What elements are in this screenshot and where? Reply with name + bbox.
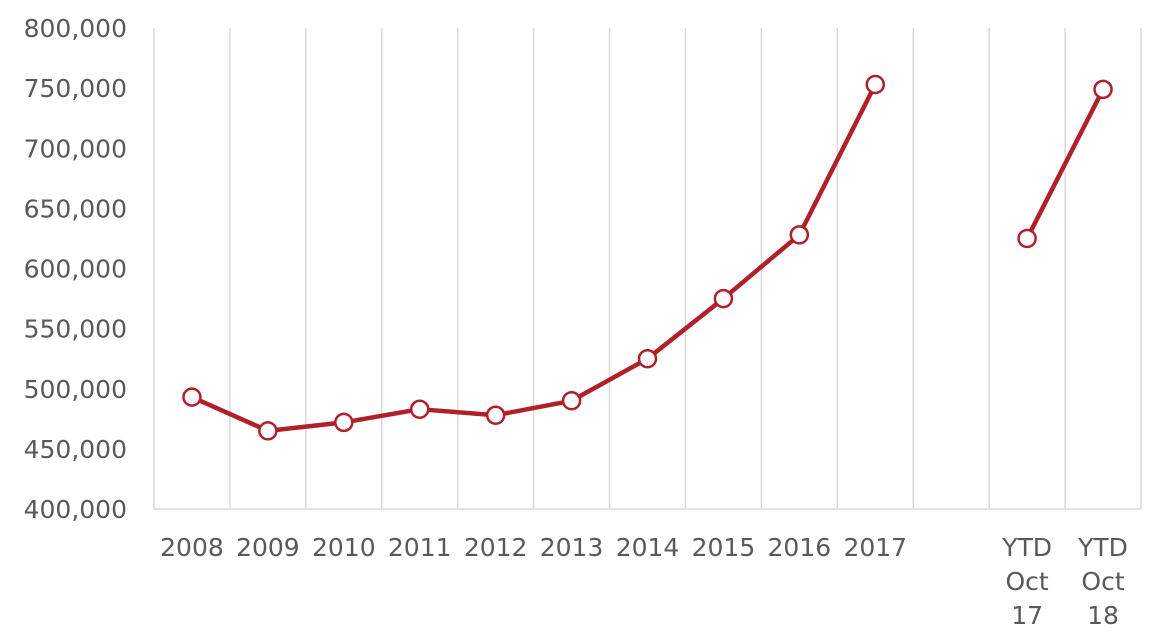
x-tick-label: Oct [1081,567,1124,596]
y-tick-label: 450,000 [24,435,127,464]
data-markers [182,74,1113,441]
data-point-marker [258,421,278,441]
grid-lines [153,28,1142,510]
x-tick-label: 2008 [160,533,224,562]
data-point-marker [1093,79,1113,100]
data-point-marker [1017,228,1037,249]
x-tick-label: 2013 [540,533,604,562]
data-point-marker [334,412,354,433]
x-tick-label: 2014 [616,533,680,562]
data-point-marker [409,399,430,419]
x-tick-label: 17 [1011,601,1043,630]
data-point-marker [713,288,734,309]
y-tick-label: 600,000 [24,255,127,284]
y-tick-label: 750,000 [24,74,127,103]
x-tick-label: 2016 [768,533,832,562]
y-tick-label: 700,000 [24,134,127,163]
x-tick-label: 18 [1087,601,1119,630]
x-tick-label: Oct [1005,567,1048,596]
y-tick-label: 650,000 [24,194,127,223]
data-point-marker [637,348,658,369]
x-tick-label: 2012 [464,533,528,562]
x-axis-ticks: 2008 2009 2010 2011 2012 2013 2014 2015 2016 2017… [160,533,1128,630]
series-line [189,82,1106,434]
x-tick-label: 2010 [312,533,376,562]
x-tick-label: 2015 [692,533,756,562]
x-tick-label: YTD [1001,533,1052,562]
series-line-segment [189,82,878,434]
series-line-segment [1024,87,1106,241]
y-tick-label: 500,000 [24,375,127,404]
y-tick-label: 550,000 [24,315,127,344]
data-point-marker [789,225,810,245]
data-point-marker [865,74,886,95]
y-axis-ticks: 400,000 450,000 500,000 550,000 600,000 650,0… [24,14,127,524]
y-tick-label: 400,000 [24,495,127,524]
x-tick-label: YTD [1077,533,1128,562]
data-point-marker [182,387,202,407]
x-tick-label: 2009 [236,533,300,562]
x-tick-label: 2011 [388,533,452,562]
data-point-marker [561,391,582,411]
data-point-marker [485,405,506,425]
y-tick-label: 800,000 [24,14,127,43]
x-tick-label: 2017 [843,533,907,562]
